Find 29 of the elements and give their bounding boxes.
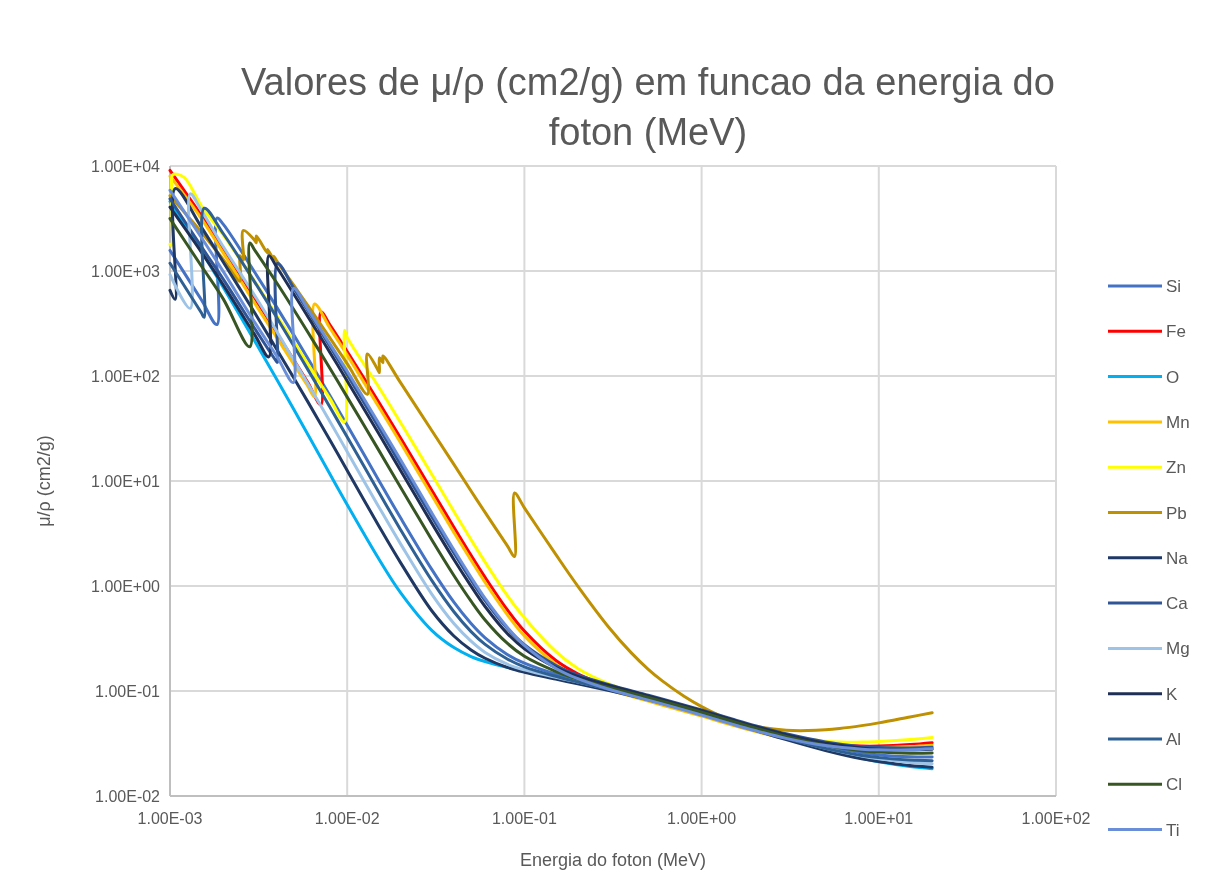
legend-label: Al	[1166, 730, 1182, 749]
y-tick-label: 1.00E+01	[91, 473, 161, 490]
legend-label: Ca	[1166, 594, 1189, 614]
legend-label: Si	[1166, 277, 1182, 296]
legend-label: Zn	[1166, 458, 1186, 478]
chart-title: Valores de μ/ρ (cm2/g) em funcao da energia do foton (MeV)	[241, 61, 1055, 153]
x-tick-label: 1.00E+01	[844, 810, 914, 827]
x-tick-label: 1.00E-03	[137, 810, 203, 827]
y-tick-label: 1.00E-02	[95, 788, 161, 805]
y-tick-label: 1.00E+04	[91, 158, 161, 175]
legend-label: Pb	[1166, 503, 1187, 523]
legend-label: Na	[1166, 548, 1189, 568]
y-axis-title: μ/ρ (cm2/g)	[34, 435, 54, 527]
x-axis-title: Energia do foton (MeV)	[519, 850, 707, 870]
y-tick-label: 1.00E+00	[91, 578, 161, 595]
legend-label: Mg	[1166, 639, 1190, 659]
y-tick-label: 1.00E+02	[91, 368, 161, 385]
x-tick-label: 1.00E-02	[314, 810, 380, 827]
legend-label: Mn	[1166, 412, 1190, 432]
legend-label: Cl	[1166, 775, 1183, 795]
legend-label: K	[1166, 684, 1178, 704]
x-tick-label: 1.00E-01	[491, 810, 557, 827]
y-tick-label: 1.00E+03	[91, 263, 161, 280]
legend-label: Ti	[1166, 820, 1180, 840]
y-tick-label: 1.00E-01	[95, 683, 161, 700]
x-tick-label: 1.00E+02	[1021, 810, 1091, 827]
legend-label: O	[1166, 367, 1180, 387]
x-tick-label: 1.00E+00	[667, 810, 737, 827]
legend-label: Fe	[1166, 322, 1186, 342]
